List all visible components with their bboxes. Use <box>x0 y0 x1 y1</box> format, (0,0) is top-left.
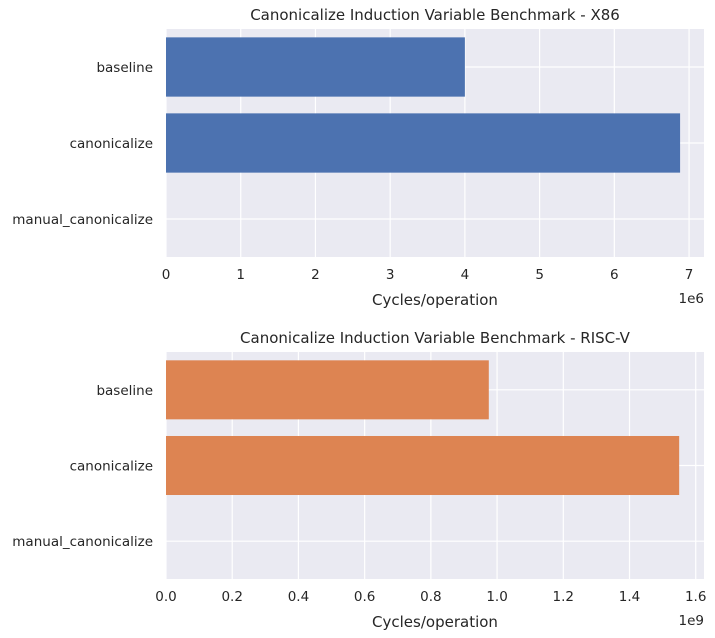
x-tick-label: 7 <box>685 267 694 283</box>
bar-canonicalize <box>166 113 681 173</box>
category-label: baseline <box>96 383 153 399</box>
bar-canonicalize <box>166 435 680 496</box>
bar-baseline <box>166 360 489 420</box>
chart-title: Canonicalize Induction Variable Benchmar… <box>250 6 620 24</box>
bar-baseline <box>166 37 465 97</box>
x-tick-label: 1.4 <box>619 589 640 605</box>
category-label: manual_canonicalize <box>12 534 153 550</box>
chart-title: Canonicalize Induction Variable Benchmar… <box>240 329 631 347</box>
x-tick-label: 1.0 <box>486 589 507 605</box>
x-tick-label: 5 <box>535 267 544 283</box>
x-tick-label: 4 <box>461 267 470 283</box>
x-tick-label: 0.0 <box>155 589 176 605</box>
chart-riscv: baseline canonicalize manual_canonicalize 0… <box>12 329 706 631</box>
category-label: baseline <box>96 60 153 76</box>
x-tick-label: 0.4 <box>288 589 309 605</box>
x-tick-label: 1.2 <box>553 589 574 605</box>
x-tick-label: 1 <box>236 267 245 283</box>
category-label: manual_canonicalize <box>12 212 153 228</box>
x-tick-label: 0.6 <box>354 589 375 605</box>
category-label: canonicalize <box>70 136 153 152</box>
chart-x86: baseline canonicalize manual_canonicalize 0… <box>12 6 704 309</box>
x-tick-label: 0.2 <box>221 589 242 605</box>
x-tick-label: 0.8 <box>420 589 441 605</box>
x-tick-label: 6 <box>610 267 619 283</box>
x-offset-label: 1e6 <box>679 291 704 307</box>
x-axis-label: Cycles/operation <box>372 291 498 309</box>
x-tick-label: 3 <box>386 267 395 283</box>
x-offset-label: 1e9 <box>679 613 704 629</box>
category-label: canonicalize <box>70 459 153 475</box>
x-axis-label: Cycles/operation <box>372 613 498 631</box>
x-tick-label: 1.6 <box>685 589 706 605</box>
x-tick-label: 2 <box>311 267 320 283</box>
x-tick-label: 0 <box>162 267 171 283</box>
